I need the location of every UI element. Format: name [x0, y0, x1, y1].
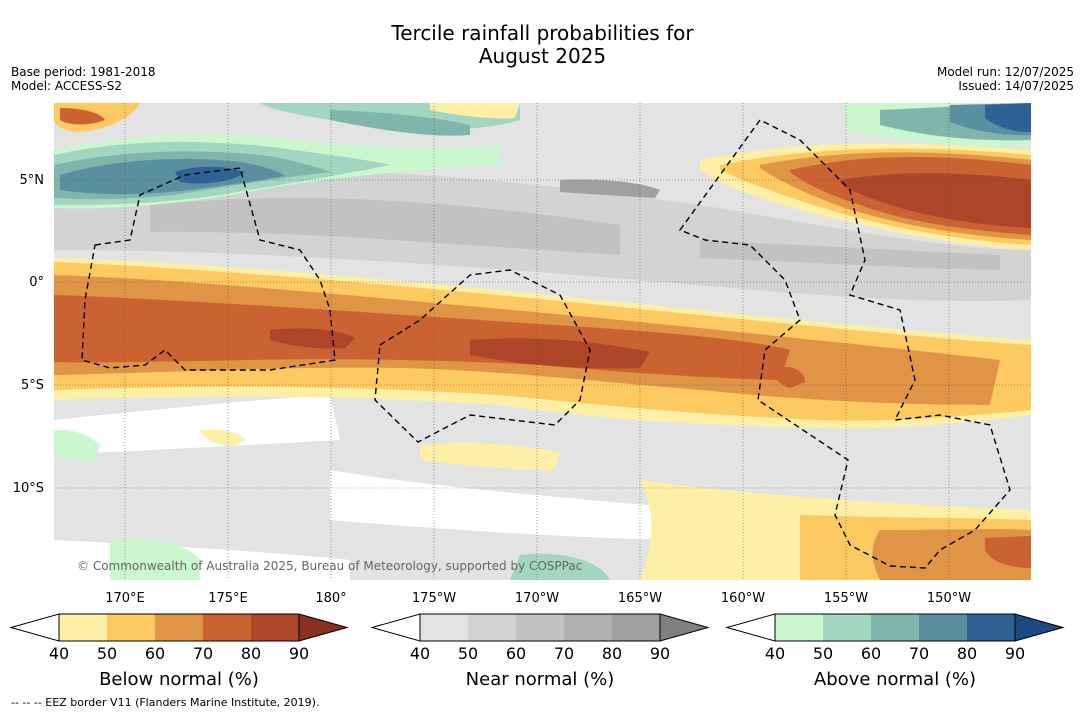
above-normal-s2-patch: [510, 553, 610, 580]
below-normal-n-patch: [430, 103, 520, 119]
colorbar-near-tick: 90: [650, 644, 670, 663]
colorbar-above-frame: [774, 613, 1016, 642]
colorbar-above-tick: 40: [765, 644, 785, 663]
below-normal-se-70: [985, 536, 1031, 568]
colorbar-near-tick: 50: [458, 644, 478, 663]
colorbar-above-tick: 70: [909, 644, 929, 663]
colorbar-above-title: Above normal (%): [814, 669, 976, 690]
eez-border-east: [678, 119, 1011, 569]
run-info: Model run: 12/07/2025 Issued: 14/07/2025: [937, 65, 1074, 93]
below-normal-nw-70: [60, 108, 105, 125]
lat-label-10s: 10°S: [13, 481, 44, 496]
eez-border-central: [374, 269, 591, 443]
above-normal-70-band: [60, 158, 285, 195]
colorbar-below-tick: 50: [97, 644, 117, 663]
colorbar-near-normal: 40 50 60 70 80 90 Near normal (%): [370, 613, 710, 690]
white-patch-s: [330, 470, 700, 540]
colorbar-below-tick: 90: [289, 644, 309, 663]
base-period: Base period: 1981-2018: [11, 65, 156, 79]
colorbar-near-under-arrow: [370, 613, 421, 642]
map-title: Tercile rainfall probabilities for Augus…: [0, 22, 1085, 68]
colorbar-near-bin: [612, 614, 660, 641]
below-normal-ne-80: [840, 173, 1031, 228]
below-normal-s-patch: [420, 442, 560, 470]
eez-borders: [81, 119, 1011, 569]
colorbar-near-bin: [420, 614, 468, 641]
lon-label-180: 180°: [315, 591, 346, 606]
colorbar-near-title: Near normal (%): [466, 669, 615, 690]
issued-date: Issued: 14/07/2025: [958, 79, 1074, 93]
colorbar-near-bin: [516, 614, 564, 641]
lat-label-0: 0°: [29, 275, 44, 290]
colorbar-below-under-arrow: [9, 613, 60, 642]
lat-label-5n: 5°N: [20, 173, 45, 188]
colorbar-near-tick: 60: [506, 644, 526, 663]
model-run: Model run: 12/07/2025: [936, 65, 1074, 79]
colorbar-below-bin: [251, 614, 299, 641]
colorbar-above-over-arrow: [1014, 613, 1065, 642]
colorbar-above-bin: [871, 614, 919, 641]
colorbar-near-tick: 40: [410, 644, 430, 663]
lon-label-175w: 175°W: [412, 591, 456, 606]
colorbar-below-bin: [155, 614, 203, 641]
colorbar-below-title: Below normal (%): [99, 669, 259, 690]
eez-border-west: [81, 167, 336, 371]
colorbar-above-bin: [967, 614, 1015, 641]
colorbar-above-tick: 90: [1005, 644, 1025, 663]
near-normal-80-patch: [560, 179, 660, 198]
graticule: [54, 103, 1031, 580]
colorbar-above-bin: [823, 614, 871, 641]
colorbar-below-frame: [58, 613, 300, 642]
lon-label-165w: 165°W: [618, 591, 662, 606]
colorbar-below-over-arrow: [298, 613, 349, 642]
base-info: Base period: 1981-2018 Model: ACCESS-S2: [11, 65, 156, 93]
colorbar-below-bin: [59, 614, 107, 641]
colorbar-above-bin: [775, 614, 823, 641]
colorbar-above-bin: [919, 614, 967, 641]
colorbar-below-bin: [107, 614, 155, 641]
below-normal-eq-80-c: [470, 338, 650, 369]
colorbar-near-bin: [468, 614, 516, 641]
title-line-2: August 2025: [478, 44, 607, 68]
above-normal-s-patch: [110, 538, 200, 580]
colorbar-above-tick: 50: [813, 644, 833, 663]
colorbar-below-bin: [203, 614, 251, 641]
lon-label-170w: 170°W: [515, 591, 559, 606]
colorbar-below-tick: 60: [145, 644, 165, 663]
lon-label-170e: 170°E: [105, 591, 145, 606]
lat-label-5s: 5°S: [21, 378, 44, 393]
colorbar-near-over-arrow: [659, 613, 710, 642]
colorbar-near-frame: [419, 613, 661, 642]
lon-label-150w: 150°W: [927, 591, 971, 606]
lon-label-175e: 175°E: [208, 591, 248, 606]
above-normal-80-patch: [175, 166, 245, 184]
model-name: Model: ACCESS-S2: [11, 79, 123, 93]
title-line-1: Tercile rainfall probabilities for: [391, 21, 694, 45]
near-normal-60-patch: [150, 197, 620, 255]
colorbar-below-tick: 70: [193, 644, 213, 663]
above-normal-north-60: [330, 110, 470, 136]
map-field: [54, 103, 1031, 580]
white-patch-sw: [54, 395, 340, 455]
eez-legend-note: -- -- -- EEZ border V11 (Flanders Marine…: [11, 696, 320, 709]
lon-label-160w: 160°W: [721, 591, 765, 606]
colorbar-below-tick: 80: [241, 644, 261, 663]
below-normal-eq-70-e: [774, 366, 805, 388]
above-normal-sw-patch: [54, 429, 100, 461]
colorbar-near-bin: [564, 614, 612, 641]
colorbar-above-tick: 60: [861, 644, 881, 663]
colorbar-above-under-arrow: [725, 613, 776, 642]
colorbar-near-tick: 80: [602, 644, 622, 663]
near-normal-60-patch-east: [700, 240, 1000, 270]
colorbar-below-normal: 40 50 60 70 80 90 Below normal (%): [9, 613, 349, 690]
above-normal-ne-80: [985, 103, 1031, 132]
colorbar-above-tick: 80: [957, 644, 977, 663]
below-normal-sw-patch: [200, 429, 245, 446]
colorbar-above-normal: 40 50 60 70 80 90 Above normal (%): [725, 613, 1065, 690]
colorbar-below-tick: 40: [49, 644, 69, 663]
colorbar-near-tick: 70: [554, 644, 574, 663]
copyright-credit: © Commonwealth of Australia 2025, Bureau…: [77, 559, 582, 573]
lon-label-155w: 155°W: [824, 591, 868, 606]
